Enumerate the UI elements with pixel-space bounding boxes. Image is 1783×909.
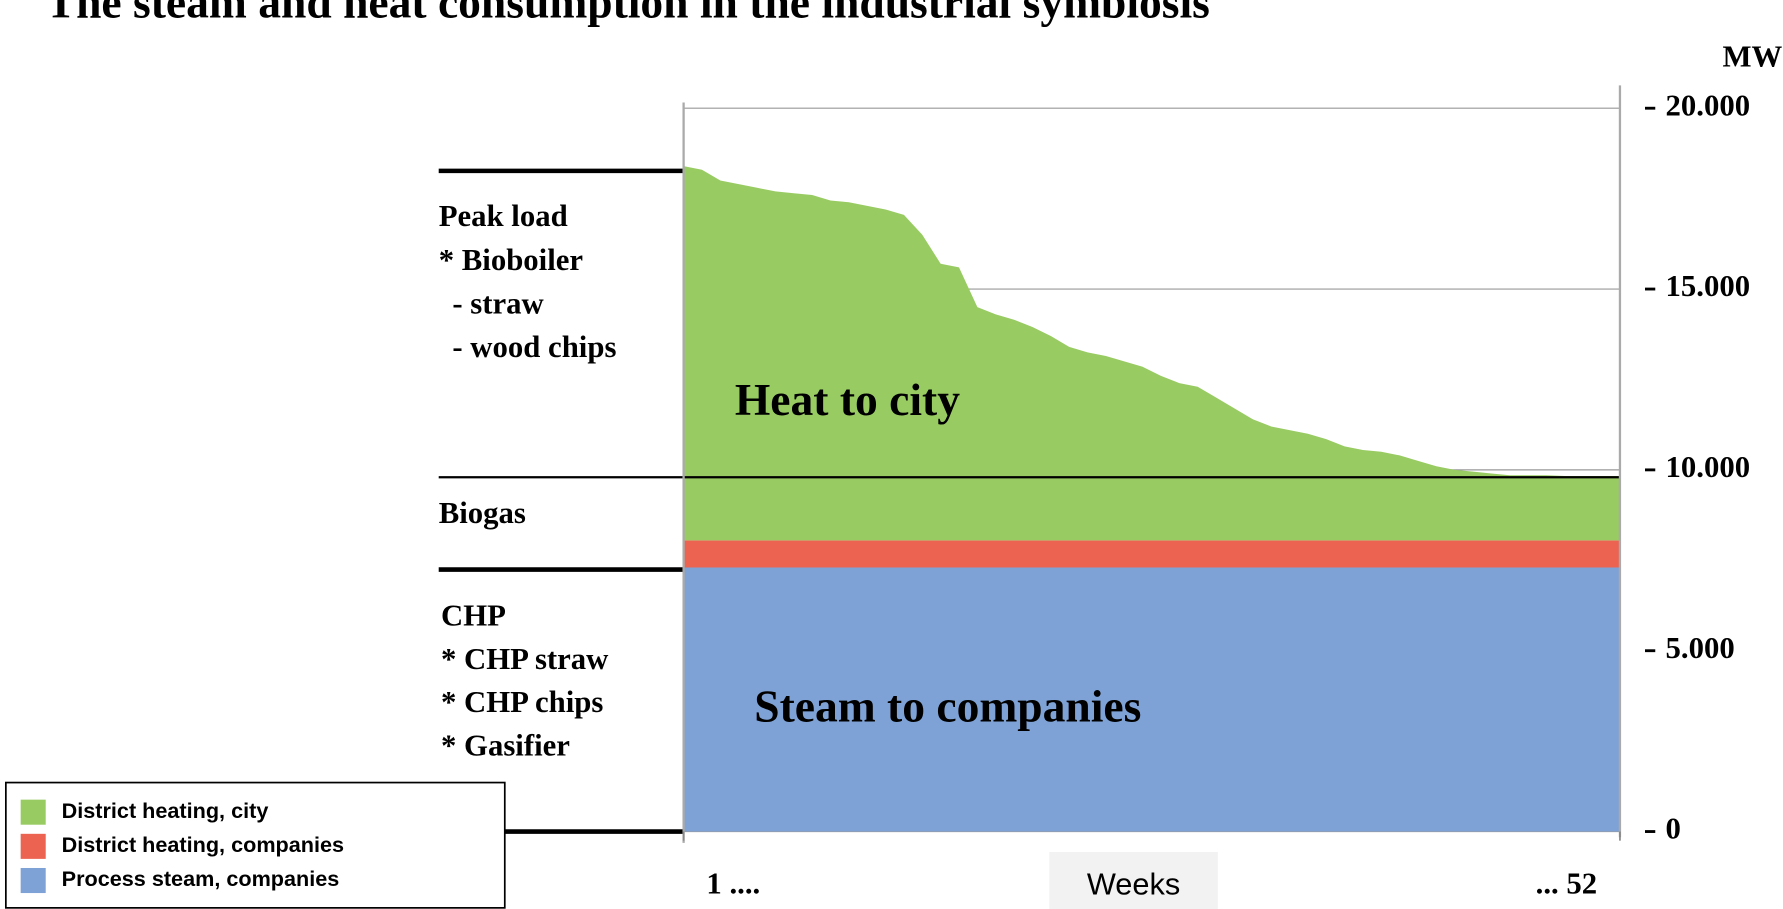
legend-label: District heating, companies [62,832,344,857]
y-tick-label: 0 [1666,812,1681,846]
area-label: Steam to companies [754,680,1141,731]
x-tick-label: 1 .... [706,866,760,900]
annotation: * CHP straw [441,642,609,676]
area [683,540,1620,568]
legend: District heating, city District heating, … [4,781,506,909]
annotation: Peak load [439,199,568,233]
area-label: Heat to city [735,374,960,425]
annotation: - wood chips [452,330,616,364]
annotation: * Bioboiler [439,243,583,277]
area [683,166,1620,541]
y-tick-label: 5.000 [1666,631,1735,665]
legend-swatch [20,833,46,859]
x-tick-label: ... 52 [1536,866,1598,900]
annotation: - straw [452,286,544,320]
y-axis-label: MWh [1722,39,1783,73]
legend-label: District heating, city [62,798,269,823]
legend-swatch [20,799,46,825]
annotation: Biogas [439,496,526,530]
legend-swatch [20,867,46,894]
annotation: * Gasifier [441,728,570,762]
x-label-box [1049,852,1218,909]
annotation: * CHP chips [441,685,603,719]
areas [683,107,1620,833]
y-tick-label: 15.000 [1666,269,1751,303]
x-axis-label: Weeks [1087,866,1180,901]
legend-label: Process steam, companies [62,866,340,891]
y-tick-label: 10.000 [1666,450,1751,484]
legend-box [4,781,506,909]
y-tick-label: 20.000 [1666,88,1751,122]
chart-title: The steam and heat consumption in the in… [46,0,1210,27]
area [683,567,1620,832]
annotation: CHP [441,599,506,633]
